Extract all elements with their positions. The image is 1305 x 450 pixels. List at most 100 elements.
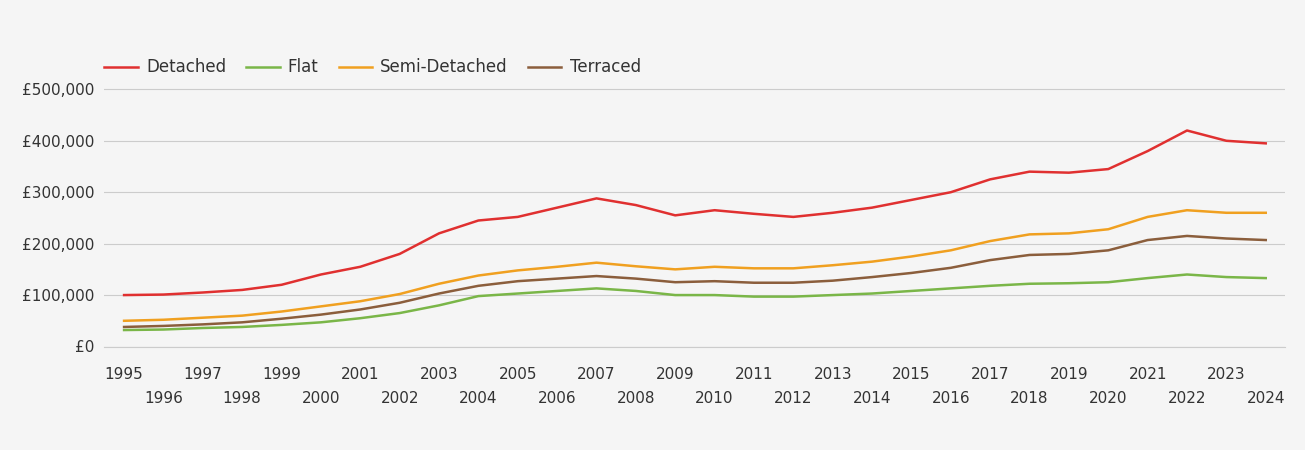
Flat <box>1139 275 1155 281</box>
Flat <box>510 291 526 296</box>
Semi-Detached <box>1139 214 1155 220</box>
Terraced <box>983 257 998 263</box>
Text: 2008: 2008 <box>616 391 655 406</box>
Terraced <box>274 316 290 321</box>
Detached <box>825 210 840 216</box>
Terraced <box>549 276 565 281</box>
Detached <box>707 207 723 213</box>
Detached <box>1100 166 1116 172</box>
Semi-Detached <box>352 298 368 304</box>
Detached <box>1180 128 1195 133</box>
Text: 1997: 1997 <box>184 367 222 382</box>
Semi-Detached <box>864 259 880 264</box>
Semi-Detached <box>1022 232 1037 237</box>
Detached <box>1061 170 1077 176</box>
Flat <box>667 292 683 298</box>
Flat <box>825 292 840 298</box>
Flat <box>983 283 998 288</box>
Semi-Detached <box>667 267 683 272</box>
Semi-Detached <box>313 304 329 309</box>
Semi-Detached <box>746 266 762 271</box>
Line: Semi-Detached: Semi-Detached <box>124 210 1266 321</box>
Flat <box>1100 279 1116 285</box>
Terraced <box>1139 237 1155 243</box>
Semi-Detached <box>274 309 290 314</box>
Terraced <box>235 320 251 325</box>
Flat <box>707 292 723 298</box>
Semi-Detached <box>194 315 210 320</box>
Semi-Detached <box>903 254 919 259</box>
Detached <box>1258 141 1274 146</box>
Flat <box>155 327 171 332</box>
Terraced <box>707 279 723 284</box>
Text: 1996: 1996 <box>144 391 183 406</box>
Flat <box>746 294 762 299</box>
Text: 2005: 2005 <box>499 367 538 382</box>
Semi-Detached <box>549 264 565 270</box>
Terraced <box>864 274 880 280</box>
Terraced <box>825 278 840 284</box>
Text: 2013: 2013 <box>813 367 852 382</box>
Terraced <box>431 291 446 296</box>
Terraced <box>746 280 762 285</box>
Text: 2023: 2023 <box>1207 367 1246 382</box>
Text: 2017: 2017 <box>971 367 1010 382</box>
Text: 2018: 2018 <box>1010 391 1049 406</box>
Terraced <box>1061 251 1077 256</box>
Terraced <box>194 322 210 327</box>
Text: 2001: 2001 <box>341 367 380 382</box>
Detached <box>313 272 329 277</box>
Text: 2011: 2011 <box>735 367 774 382</box>
Flat <box>352 315 368 321</box>
Semi-Detached <box>1061 231 1077 236</box>
Terraced <box>1258 237 1274 243</box>
Detached <box>589 196 604 201</box>
Terraced <box>116 324 132 330</box>
Terraced <box>903 270 919 276</box>
Terraced <box>786 280 801 285</box>
Flat <box>864 291 880 296</box>
Flat <box>944 286 959 291</box>
Legend: Detached, Flat, Semi-Detached, Terraced: Detached, Flat, Semi-Detached, Terraced <box>104 58 641 76</box>
Terraced <box>628 276 643 281</box>
Detached <box>628 202 643 208</box>
Semi-Detached <box>944 248 959 253</box>
Text: 2021: 2021 <box>1129 367 1167 382</box>
Semi-Detached <box>510 268 526 273</box>
Flat <box>1022 281 1037 287</box>
Terraced <box>1100 248 1116 253</box>
Detached <box>392 251 407 256</box>
Detached <box>274 282 290 288</box>
Flat <box>431 303 446 308</box>
Detached <box>1219 138 1235 144</box>
Text: 2015: 2015 <box>893 367 930 382</box>
Detached <box>471 218 487 223</box>
Terraced <box>510 279 526 284</box>
Flat <box>549 288 565 294</box>
Detached <box>431 231 446 236</box>
Detached <box>786 214 801 220</box>
Flat <box>313 320 329 325</box>
Terraced <box>352 307 368 312</box>
Detached <box>116 292 132 298</box>
Detached <box>235 287 251 292</box>
Text: 2004: 2004 <box>459 391 497 406</box>
Text: 1999: 1999 <box>262 367 301 382</box>
Semi-Detached <box>1180 207 1195 213</box>
Flat <box>786 294 801 299</box>
Text: 2000: 2000 <box>301 391 341 406</box>
Terraced <box>589 273 604 279</box>
Terraced <box>667 279 683 285</box>
Flat <box>1180 272 1195 277</box>
Detached <box>155 292 171 297</box>
Text: 2007: 2007 <box>577 367 616 382</box>
Text: 2009: 2009 <box>656 367 694 382</box>
Text: 2024: 2024 <box>1246 391 1285 406</box>
Flat <box>194 325 210 331</box>
Text: 2002: 2002 <box>380 391 419 406</box>
Text: 2020: 2020 <box>1088 391 1128 406</box>
Text: 2022: 2022 <box>1168 391 1206 406</box>
Flat <box>116 327 132 333</box>
Detached <box>194 290 210 295</box>
Flat <box>628 288 643 294</box>
